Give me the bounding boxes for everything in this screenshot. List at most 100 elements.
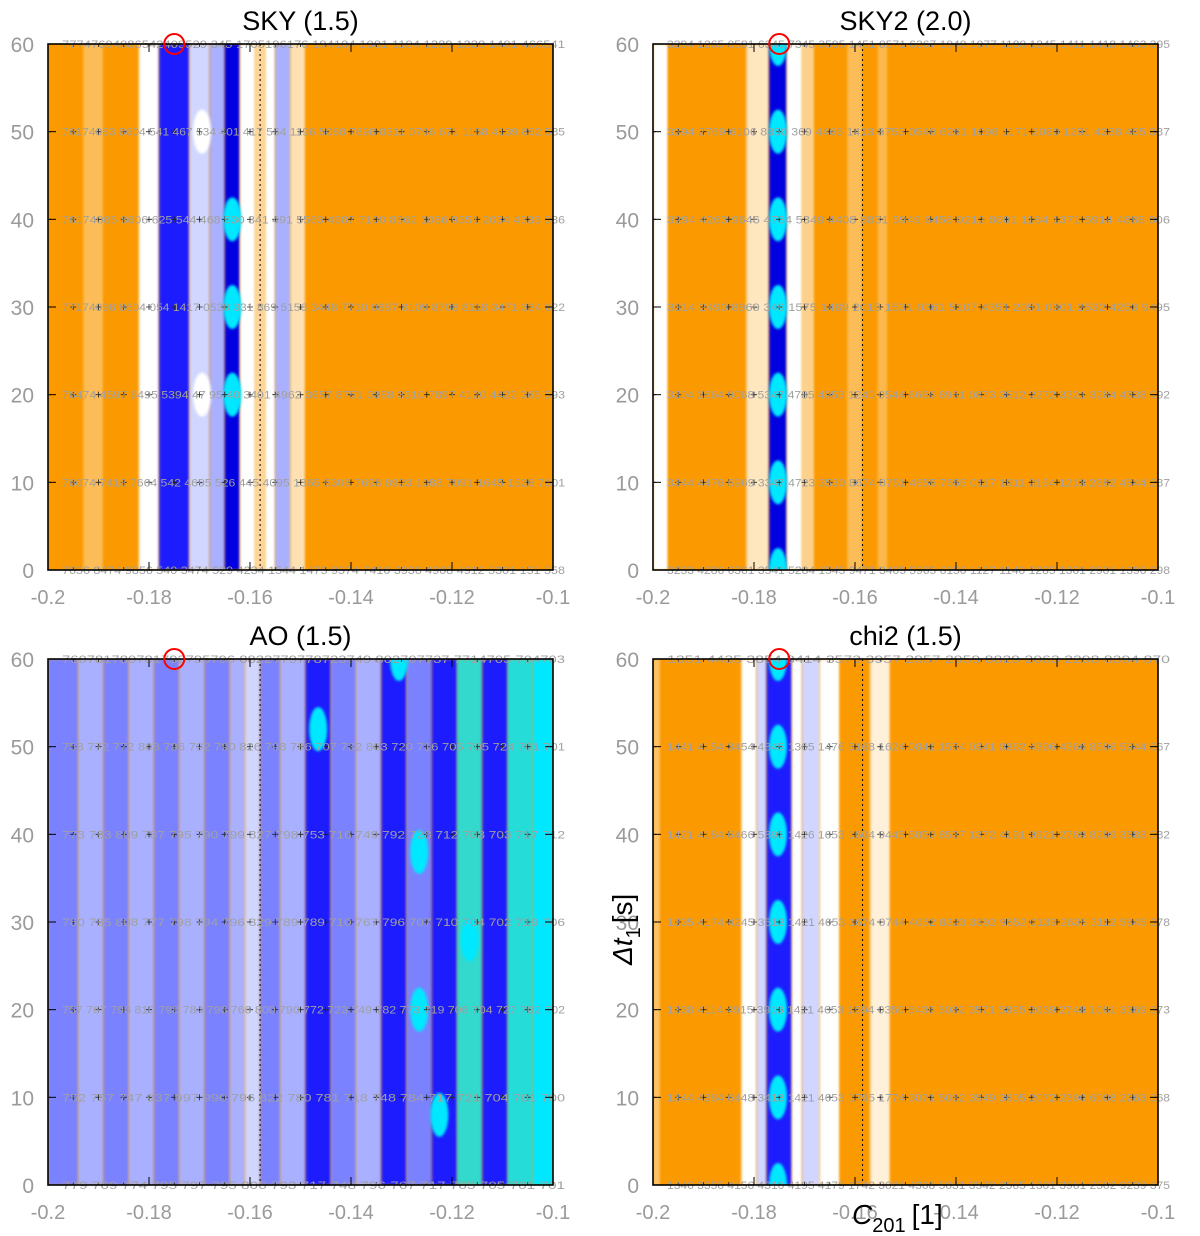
- grid-marker: [1129, 479, 1136, 486]
- grid-marker: [95, 128, 102, 135]
- grid-marker: [449, 391, 455, 398]
- grid-marker: [902, 216, 909, 223]
- grid-marker: [196, 659, 203, 662]
- cell-values-row: 7656 8474 9856 540 3474 529 4234 1544 14…: [62, 565, 565, 577]
- grid-marker: [95, 743, 102, 750]
- grid-marker: [322, 1094, 329, 1101]
- grid-marker: [499, 567, 506, 570]
- grid-marker: [322, 128, 329, 135]
- grid-marker: [801, 567, 808, 570]
- cell-values-row: 76074 7418 7664 542 4695 526 445 4095 13…: [62, 477, 565, 489]
- grid-marker: [751, 128, 757, 135]
- grid-marker: [373, 1006, 380, 1013]
- cell-values-row: 1441 4154 3454 4345 1365 1476 5168 1624 …: [667, 742, 1170, 754]
- grid-marker: [751, 1094, 757, 1101]
- chart-title: AO (1.5): [249, 621, 351, 651]
- grid-marker: [1079, 1006, 1086, 1013]
- grid-marker: [120, 743, 127, 750]
- grid-marker: [1129, 304, 1136, 310]
- grid-marker: [725, 479, 732, 486]
- heatmap-panel-sky: 77747694086542409529 345 1705196176 1941…: [0, 0, 600, 618]
- heatmap-cell: [223, 372, 242, 417]
- grid-marker: [449, 919, 455, 925]
- grid-marker: [221, 831, 228, 838]
- grid-marker: [474, 479, 481, 486]
- grid-marker: [1079, 44, 1086, 47]
- grid-marker: [978, 743, 985, 750]
- y-tick-label: 60: [11, 34, 34, 57]
- y-tick-label: 10: [616, 1087, 639, 1110]
- grid-marker: [171, 1182, 178, 1185]
- x-tick-label: -0.1: [536, 587, 570, 609]
- grid-marker: [700, 391, 707, 398]
- grid-marker: [877, 1182, 884, 1185]
- grid-marker: [373, 919, 380, 925]
- grid-marker: [322, 304, 329, 310]
- grid-marker: [927, 391, 934, 398]
- grid-marker: [700, 304, 707, 310]
- grid-marker: [272, 304, 279, 310]
- grid-marker: [196, 743, 203, 750]
- heatmap-column: [862, 44, 878, 570]
- grid-marker: [751, 831, 757, 838]
- grid-marker: [675, 1182, 682, 1185]
- grid-marker: [272, 216, 279, 223]
- grid-marker: [1028, 831, 1035, 838]
- grid-marker: [801, 831, 808, 838]
- grid-marker: [322, 831, 329, 838]
- grid-marker: [171, 743, 178, 750]
- grid-marker: [1079, 1182, 1086, 1185]
- grid-marker: [852, 1006, 858, 1013]
- heatmap-panel-sky2: 3294 1265 0591 6345 7345 3595 1451 0571 …: [605, 0, 1200, 618]
- heatmap-column: [275, 44, 291, 570]
- grid-marker: [221, 391, 228, 398]
- grid-marker: [499, 1094, 506, 1101]
- grid-marker: [953, 128, 959, 135]
- heatmap-svg: 1351 4435 3854 3414 3573 3957 2957 2959 …: [616, 621, 1176, 1224]
- grid-marker: [474, 1006, 481, 1013]
- grid-marker: [953, 919, 959, 925]
- cell-values-row: 1421 4184 6466 5391 1426 1653 1604 9445 …: [667, 829, 1170, 841]
- grid-marker: [1054, 919, 1060, 925]
- grid-marker: [221, 44, 228, 47]
- cell-values-row: 77747694086542409529 345 1705196176 1941…: [62, 39, 565, 51]
- grid-marker: [927, 304, 934, 310]
- grid-marker: [1129, 216, 1136, 223]
- grid-marker: [70, 479, 77, 486]
- grid-marker: [1028, 44, 1035, 47]
- grid-marker: [524, 128, 531, 135]
- grid-marker: [751, 1006, 757, 1013]
- grid-marker: [499, 128, 506, 135]
- grid-marker: [272, 743, 279, 750]
- cell-values-row: 1335 4174 4245 3513 1421 4653 1674 0744 …: [667, 917, 1170, 929]
- cell-values-row: 752 757 747 937 997 990 796 822 780 781 …: [62, 1092, 565, 1104]
- grid-marker: [978, 659, 985, 662]
- grid-marker: [146, 479, 152, 486]
- y-tick-label: 30: [11, 912, 34, 935]
- grid-marker: [801, 128, 808, 135]
- heatmap-column: [260, 659, 281, 1185]
- grid-marker: [373, 567, 380, 570]
- y-tick-label: 50: [616, 122, 639, 145]
- grid-marker: [902, 1182, 909, 1185]
- grid-marker: [423, 128, 430, 135]
- grid-marker: [902, 304, 909, 310]
- grid-marker: [1028, 1006, 1035, 1013]
- grid-marker: [120, 44, 127, 47]
- grid-marker: [322, 479, 329, 486]
- grid-marker: [1003, 391, 1010, 398]
- grid-marker: [171, 1006, 178, 1013]
- grid-marker: [398, 1006, 405, 1013]
- grid-marker: [474, 1094, 481, 1101]
- y-tick-label: 60: [616, 34, 639, 57]
- heatmap-cell: [309, 707, 328, 752]
- grid-marker: [322, 567, 329, 570]
- grid-marker: [877, 216, 884, 223]
- grid-marker: [373, 216, 380, 223]
- grid-marker: [1104, 128, 1111, 135]
- grid-marker: [751, 304, 757, 310]
- chart-title: SKY (1.5): [242, 6, 359, 36]
- grid-marker: [146, 919, 152, 925]
- grid-marker: [196, 479, 203, 486]
- heatmap-cell: [223, 285, 242, 329]
